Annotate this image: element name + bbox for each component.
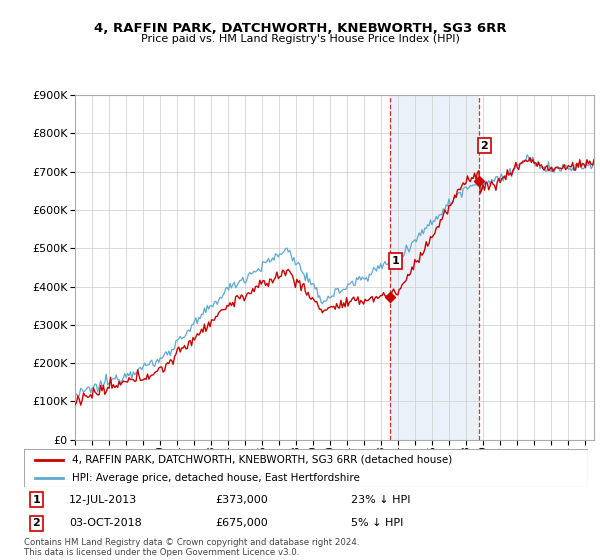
Text: HPI: Average price, detached house, East Hertfordshire: HPI: Average price, detached house, East… [72,473,360,483]
Text: 12-JUL-2013: 12-JUL-2013 [69,494,137,505]
Text: 2: 2 [32,519,40,528]
Bar [391,95,479,440]
Text: £675,000: £675,000 [216,519,269,528]
Text: 5% ↓ HPI: 5% ↓ HPI [351,519,403,528]
Text: 4, RAFFIN PARK, DATCHWORTH, KNEBWORTH, SG3 6RR: 4, RAFFIN PARK, DATCHWORTH, KNEBWORTH, S… [94,22,506,35]
Text: 03-OCT-2018: 03-OCT-2018 [69,519,142,528]
Text: 1: 1 [32,494,40,505]
Text: 23% ↓ HPI: 23% ↓ HPI [351,494,410,505]
Text: Contains HM Land Registry data © Crown copyright and database right 2024.
This d: Contains HM Land Registry data © Crown c… [24,538,359,557]
Text: Price paid vs. HM Land Registry's House Price Index (HPI): Price paid vs. HM Land Registry's House … [140,34,460,44]
Text: 4, RAFFIN PARK, DATCHWORTH, KNEBWORTH, SG3 6RR (detached house): 4, RAFFIN PARK, DATCHWORTH, KNEBWORTH, S… [72,455,452,465]
Text: 1: 1 [392,256,399,266]
Text: 2: 2 [481,141,488,151]
Text: £373,000: £373,000 [216,494,269,505]
